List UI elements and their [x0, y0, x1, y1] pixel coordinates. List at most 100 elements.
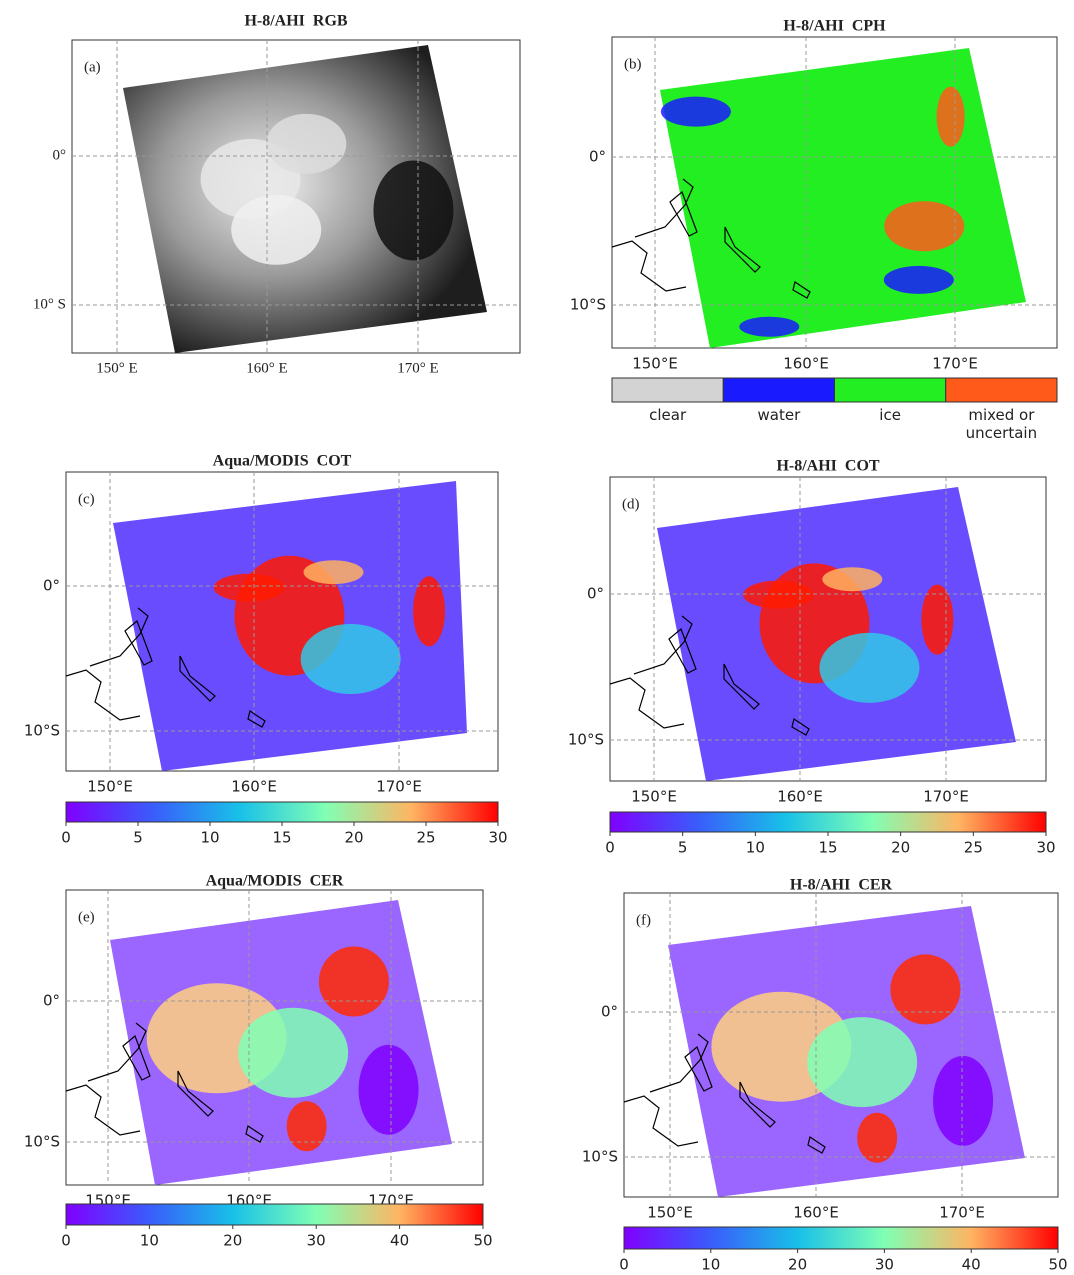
colorbar-tick-label: 0 [605, 839, 615, 857]
colorbar-tick-label: 40 [962, 1256, 981, 1274]
cloud-feature [884, 201, 965, 252]
cloud-feature [933, 1055, 994, 1146]
map-frame [71, 39, 521, 354]
swath [123, 45, 487, 353]
cloud-feature [890, 954, 961, 1025]
map-frame [65, 471, 499, 772]
lat-label: 10°S [582, 1148, 618, 1166]
lon-label: 160°E [793, 1204, 839, 1222]
lat-label: 0° [587, 585, 604, 603]
legend-entry: water [757, 406, 801, 424]
colorbar-tick-label: 5 [678, 839, 688, 857]
coastline [623, 1033, 826, 1154]
cloud-feature [413, 576, 446, 647]
cloud-feature [358, 1044, 419, 1135]
colorbar-tick-label: 30 [1036, 839, 1055, 857]
colorbar-tick-label: 20 [344, 829, 363, 847]
colorbar [65, 1203, 484, 1226]
lat-label: 10°S [570, 296, 606, 314]
legend-swatch [722, 377, 835, 403]
lat-label: 10°S [568, 731, 604, 749]
lat-label: 0° [601, 1003, 618, 1021]
lon-label: 170° E [397, 360, 438, 376]
map-frame [611, 36, 1058, 349]
legend-entry: ice [879, 406, 901, 424]
panel-title: H-8/AHI CPH [783, 18, 886, 35]
colorbar-tick-label: 20 [788, 1256, 807, 1274]
cloud-feature [231, 194, 322, 265]
map-frame [609, 476, 1047, 782]
panel-title: Aqua/MODIS COT [213, 453, 352, 470]
colorbar-tick-label: 10 [701, 1256, 720, 1274]
colorbar-tick-label: 20 [891, 839, 910, 857]
lat-label: 10°S [24, 722, 60, 740]
panel-title: H-8/AHI COT [776, 458, 879, 475]
colorbar-tick-label: 15 [818, 839, 837, 857]
colorbar-tick-label: 50 [1048, 1256, 1067, 1274]
cloud-feature [739, 316, 800, 337]
lon-label: 170°E [932, 355, 978, 373]
lat-label: 0° [53, 147, 67, 163]
colorbar-tick-label: 40 [390, 1232, 409, 1250]
panel-title: Aqua/MODIS CER [206, 873, 344, 890]
panel-title: H-8/AHI CER [790, 877, 893, 894]
colorbar-tick-label: 0 [619, 1256, 629, 1274]
legend-swatch [611, 377, 724, 403]
colorbar-tick-label: 10 [200, 829, 219, 847]
cloud-feature [213, 573, 284, 602]
lat-label: 10°S [24, 1133, 60, 1151]
coastline [65, 607, 266, 728]
colorbar-tick-label: 10 [140, 1232, 159, 1250]
lat-label: 0° [43, 992, 60, 1010]
lon-label: 160°E [783, 355, 829, 373]
cloud-feature [238, 1007, 349, 1098]
cloud-feature [660, 96, 731, 127]
legend-swatch [945, 377, 1058, 403]
cloud-feature [286, 1101, 327, 1152]
panel-label: (a) [84, 59, 101, 75]
legend-label: mixed or uncertain [965, 406, 1038, 442]
colorbar-tick-label: 30 [488, 829, 507, 847]
swath [660, 48, 1026, 348]
cloud-feature [819, 632, 920, 703]
colorbar-tick-label: 25 [416, 829, 435, 847]
colorbar-tick-label: 20 [223, 1232, 242, 1250]
colorbar-tick-label: 50 [473, 1232, 492, 1250]
cloud-feature [883, 265, 954, 294]
lon-label: 170°E [939, 1204, 985, 1222]
cloud-feature [318, 946, 389, 1017]
cloud-feature [266, 113, 347, 174]
lat-label: 0° [43, 577, 60, 595]
map-frame [623, 892, 1059, 1198]
map-frame [65, 889, 484, 1186]
cloud-feature [300, 624, 401, 694]
lon-label: 170°E [923, 788, 969, 806]
lon-label: 160°E [231, 778, 277, 796]
colorbar-tick-label: 0 [61, 1232, 71, 1250]
colorbar [623, 1226, 1059, 1250]
colorbar-tick-label: 15 [272, 829, 291, 847]
cloud-feature [303, 560, 364, 585]
cloud-feature [822, 567, 883, 592]
colorbar [609, 811, 1047, 833]
coastline [611, 178, 811, 299]
panel-label: (f) [636, 912, 651, 928]
lon-label: 150°E [631, 788, 677, 806]
colorbar-tick-label: 10 [746, 839, 765, 857]
coastline [65, 1022, 264, 1143]
lon-label: 150° E [96, 360, 137, 376]
colorbar-tick-label: 30 [875, 1256, 894, 1274]
cloud-feature [743, 580, 814, 609]
panel-label: (e) [78, 909, 95, 925]
legend-label: ice [879, 406, 901, 424]
lon-label: 160° E [246, 360, 287, 376]
colorbar-tick-label: 0 [61, 829, 71, 847]
panel-label: (c) [78, 491, 95, 507]
lon-label: 170°E [376, 778, 422, 796]
lon-label: 150°E [632, 355, 678, 373]
legend-label: water [757, 406, 801, 424]
cloud-feature [807, 1017, 918, 1108]
cloud-feature [857, 1112, 898, 1163]
cloud-feature [921, 584, 954, 655]
